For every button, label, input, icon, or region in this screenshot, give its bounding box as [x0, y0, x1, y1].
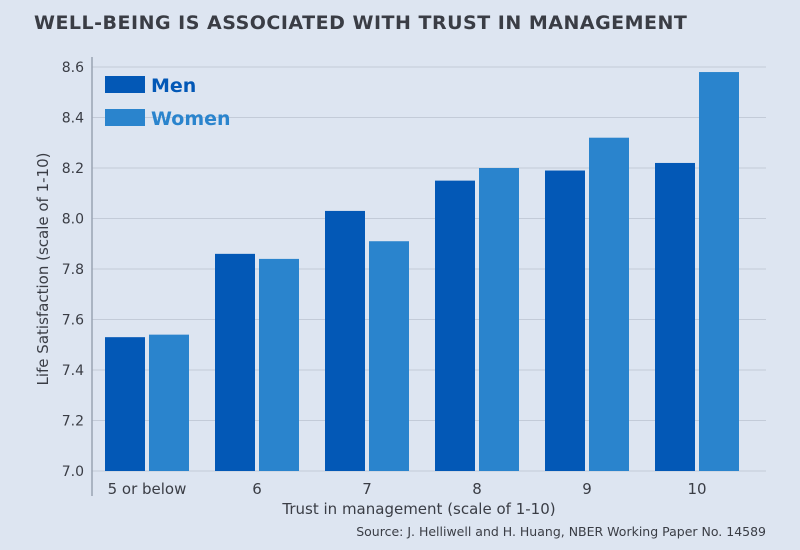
y-tick-label: 7.0: [62, 464, 84, 480]
source-note: Source: J. Helliwell and H. Huang, NBER …: [356, 524, 766, 539]
legend-swatch-women: [105, 109, 145, 126]
y-tick-label: 7.2: [62, 414, 84, 430]
x-tick-label: 5 or below: [108, 480, 187, 498]
x-tick-label: 8: [472, 480, 482, 498]
y-tick-label: 7.4: [62, 363, 84, 379]
x-tick-label: 7: [362, 480, 372, 498]
y-tick-label: 8.2: [62, 161, 84, 177]
bar-women: [589, 137, 629, 471]
legend-label-women: Women: [151, 108, 231, 130]
legend-label-men: Men: [151, 75, 196, 97]
y-tick-label: 8.0: [62, 212, 84, 228]
y-tick-label: 7.6: [62, 313, 84, 329]
bar-men: [435, 180, 475, 471]
y-tick-label: 8.6: [62, 60, 84, 76]
bar-men: [325, 210, 365, 472]
bar-men: [105, 337, 145, 471]
x-axis-label: Trust in management (scale of 1-10): [281, 500, 555, 518]
bar-women: [699, 72, 739, 472]
y-tick-label: 7.8: [62, 262, 84, 278]
y-axis-label: Life Satisfaction (scale of 1-10): [34, 153, 52, 386]
y-tick-label: 8.4: [62, 111, 84, 127]
bar-men: [545, 170, 585, 471]
bar-men: [655, 162, 695, 471]
x-tick-label: 10: [687, 480, 706, 498]
bar-women: [259, 258, 299, 471]
bar-women: [479, 168, 519, 471]
x-tick-label: 6: [252, 480, 262, 498]
bar-women: [369, 241, 409, 471]
bar-men: [215, 253, 255, 471]
x-tick-label: 9: [582, 480, 592, 498]
bar-women: [149, 334, 189, 471]
legend-swatch-men: [105, 76, 145, 93]
chart-title: WELL-BEING IS ASSOCIATED WITH TRUST IN M…: [34, 12, 688, 34]
